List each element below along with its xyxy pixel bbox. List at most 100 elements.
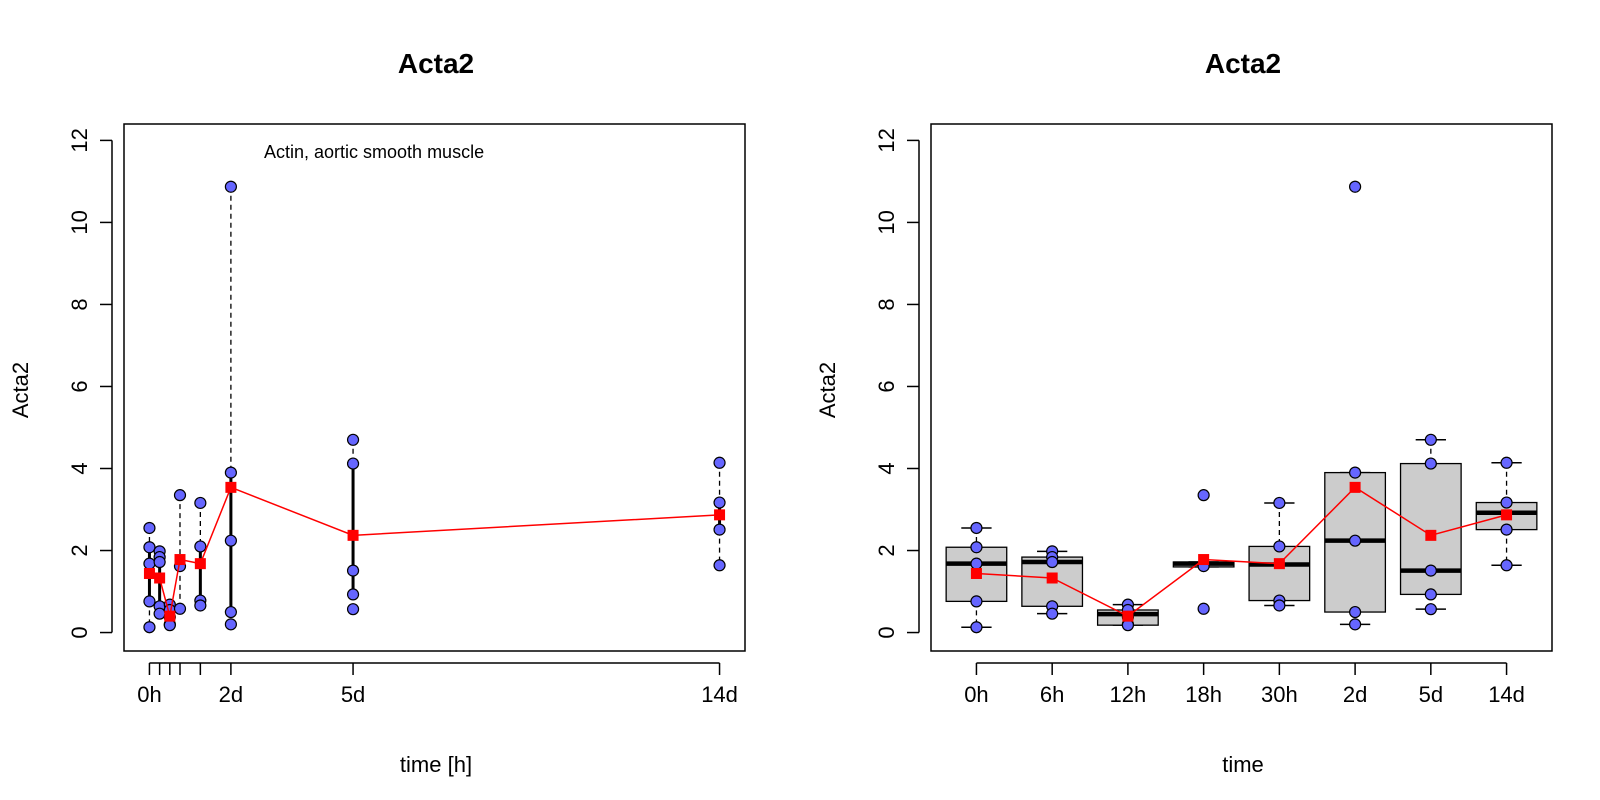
right-x-tick-label: 30h — [1261, 682, 1298, 707]
left-data-point — [143, 595, 156, 608]
panel-time-boxplot: Acta2 time Acta2 0 2 4 6 8 10 12 0h 6h 12h 18h 30h 2… — [815, 48, 1553, 777]
right-data-point — [1046, 607, 1059, 620]
left-x-axis-label: time [h] — [400, 752, 472, 777]
right-data-point — [970, 621, 983, 634]
left-data-point — [713, 496, 726, 509]
right-mean-marker — [1046, 572, 1058, 584]
right-data-point — [1348, 605, 1362, 619]
right-x-tick-label: 5d — [1419, 682, 1443, 707]
left-data-point — [143, 541, 156, 554]
right-y-axis-label: Acta2 — [815, 362, 840, 418]
right-x-tick-label: 6h — [1040, 682, 1064, 707]
left-y-tick-label: 12 — [67, 128, 92, 152]
right-data-point — [1500, 559, 1513, 572]
right-data-point — [1348, 618, 1362, 631]
right-data-point — [1273, 599, 1286, 612]
right-data-point — [970, 541, 983, 554]
right-mean-marker — [1198, 554, 1210, 566]
left-data-point — [346, 433, 360, 446]
left-y-tick-label: 2 — [67, 544, 92, 556]
right-data-point — [1348, 534, 1362, 547]
left-data-point — [346, 564, 360, 577]
right-data-point — [1273, 540, 1286, 553]
left-data-point — [153, 607, 166, 620]
right-x-tick-label: 0h — [964, 682, 988, 707]
right-y-tick-label: 8 — [874, 298, 899, 310]
right-data-point — [1348, 180, 1362, 193]
right-data-point — [1424, 603, 1437, 616]
right-box — [1248, 545, 1311, 602]
left-data-point — [173, 602, 187, 615]
left-y-tick-label: 10 — [67, 210, 92, 234]
right-data-point — [1273, 496, 1286, 510]
right-data-point — [1424, 457, 1437, 470]
right-mean-marker — [1425, 529, 1437, 541]
right-y-tick-label: 12 — [874, 128, 899, 152]
left-data-point — [143, 621, 156, 634]
right-data-point — [1046, 555, 1059, 569]
right-data-point — [970, 557, 983, 570]
left-data-point — [173, 489, 187, 502]
left-data-point — [224, 180, 237, 193]
left-data-point — [143, 557, 156, 570]
left-annotation: Actin, aortic smooth muscle — [264, 142, 484, 162]
right-y-tick-label: 0 — [874, 626, 899, 638]
right-y-tick-label: 6 — [874, 380, 899, 392]
left-data-point — [346, 457, 360, 470]
right-data-point — [1500, 523, 1513, 536]
left-plot-marks: 0 2 4 6 8 10 12 0h 2d 5d 14d — [67, 128, 738, 707]
right-data-point — [1424, 433, 1437, 446]
left-data-point — [346, 588, 360, 601]
left-plot-frame — [123, 123, 746, 652]
left-y-tick-label: 0 — [67, 626, 92, 638]
left-data-point — [194, 496, 207, 510]
left-mean-marker — [194, 558, 206, 570]
right-plot-frame — [930, 123, 1553, 652]
left-mean-marker — [347, 529, 359, 541]
right-mean-marker — [1273, 558, 1285, 570]
right-mean-marker — [970, 567, 982, 579]
left-x-tick-label: 2d — [219, 682, 243, 707]
left-y-axis-label: Acta2 — [8, 362, 33, 418]
right-data-point — [1348, 466, 1362, 479]
left-mean-marker — [174, 554, 186, 566]
right-mean-marker — [1349, 481, 1361, 493]
left-y-tick-label: 6 — [67, 380, 92, 392]
left-data-point — [224, 466, 237, 479]
left-chart-title: Acta2 — [398, 48, 474, 79]
left-data-point — [713, 559, 726, 572]
right-y-tick-label: 2 — [874, 544, 899, 556]
right-y-tick-label: 4 — [874, 462, 899, 474]
left-mean-marker — [714, 509, 726, 521]
left-x-tick-label: 14d — [701, 682, 738, 707]
right-mean-marker — [1122, 610, 1134, 622]
left-mean-marker — [143, 567, 155, 579]
left-mean-marker — [225, 481, 237, 493]
left-y-tick-label: 4 — [67, 462, 92, 474]
right-data-point — [1500, 456, 1513, 469]
left-data-point — [224, 605, 237, 619]
left-data-point — [713, 456, 726, 469]
left-mean-line — [149, 486, 720, 617]
right-x-tick-label: 12h — [1110, 682, 1147, 707]
left-data-point — [224, 534, 237, 547]
left-mean-marker — [164, 610, 176, 622]
right-data-point — [970, 521, 983, 535]
right-data-point — [1424, 564, 1437, 577]
right-x-tick-label: 2d — [1343, 682, 1367, 707]
left-data-point — [713, 523, 726, 536]
right-y-tick-label: 10 — [874, 210, 899, 234]
right-plot-marks: 0 2 4 6 8 10 12 0h 6h 12h 18h 30h 2d 5d 14d — [874, 128, 1538, 707]
right-x-tick-label: 18h — [1185, 682, 1222, 707]
left-data-point — [153, 555, 166, 569]
right-data-point — [1197, 602, 1210, 615]
left-x-tick-label: 0h — [137, 682, 161, 707]
left-data-point — [143, 521, 156, 535]
right-chart-title: Acta2 — [1205, 48, 1281, 79]
left-y-tick-label: 8 — [67, 298, 92, 310]
right-x-axis-label: time — [1222, 752, 1264, 777]
right-data-point — [970, 595, 983, 608]
right-data-point — [1197, 489, 1210, 502]
right-x-tick-label: 14d — [1488, 682, 1525, 707]
